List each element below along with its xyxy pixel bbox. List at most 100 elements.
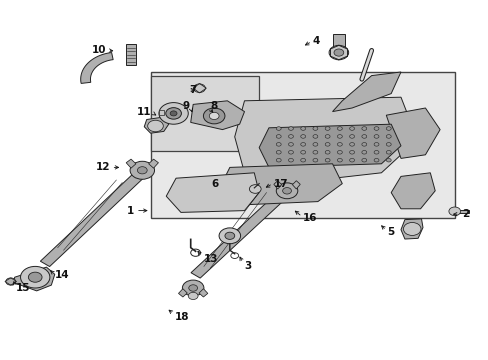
- Circle shape: [276, 158, 281, 162]
- Text: 1: 1: [127, 206, 134, 216]
- Polygon shape: [390, 173, 434, 209]
- Circle shape: [349, 150, 354, 154]
- Circle shape: [300, 143, 305, 146]
- Text: 6: 6: [211, 179, 218, 189]
- Circle shape: [300, 127, 305, 130]
- Polygon shape: [273, 181, 281, 189]
- Circle shape: [325, 127, 329, 130]
- Circle shape: [288, 135, 293, 138]
- Circle shape: [373, 150, 378, 154]
- Circle shape: [276, 150, 281, 154]
- Circle shape: [188, 285, 197, 291]
- Circle shape: [448, 207, 460, 216]
- Polygon shape: [386, 108, 439, 158]
- Circle shape: [288, 127, 293, 130]
- Circle shape: [219, 228, 240, 244]
- Circle shape: [386, 158, 390, 162]
- Circle shape: [403, 222, 420, 235]
- Polygon shape: [14, 267, 55, 291]
- Circle shape: [337, 158, 342, 162]
- Circle shape: [337, 143, 342, 146]
- Circle shape: [325, 150, 329, 154]
- Circle shape: [361, 150, 366, 154]
- Circle shape: [349, 127, 354, 130]
- Circle shape: [300, 135, 305, 138]
- Text: 18: 18: [175, 312, 189, 322]
- Text: 13: 13: [203, 254, 218, 264]
- Circle shape: [170, 111, 177, 116]
- Polygon shape: [400, 219, 422, 239]
- Circle shape: [349, 135, 354, 138]
- Polygon shape: [190, 101, 244, 130]
- Circle shape: [361, 135, 366, 138]
- Circle shape: [386, 135, 390, 138]
- Circle shape: [130, 161, 154, 179]
- Circle shape: [224, 232, 234, 239]
- Circle shape: [165, 108, 181, 119]
- Circle shape: [361, 143, 366, 146]
- Circle shape: [373, 158, 378, 162]
- Circle shape: [276, 135, 281, 138]
- Polygon shape: [81, 53, 113, 84]
- Bar: [150, 76, 259, 151]
- Text: 11: 11: [137, 107, 151, 117]
- Polygon shape: [166, 173, 259, 212]
- Circle shape: [337, 127, 342, 130]
- Text: 7: 7: [189, 85, 197, 95]
- Polygon shape: [148, 159, 158, 168]
- Circle shape: [276, 127, 281, 130]
- Circle shape: [373, 135, 378, 138]
- Circle shape: [276, 183, 297, 199]
- Circle shape: [325, 143, 329, 146]
- Circle shape: [188, 292, 198, 300]
- Circle shape: [361, 158, 366, 162]
- Circle shape: [249, 185, 261, 193]
- Circle shape: [159, 103, 188, 124]
- Text: 5: 5: [386, 227, 394, 237]
- Text: 10: 10: [92, 45, 106, 55]
- Text: 14: 14: [55, 270, 69, 280]
- Text: 17: 17: [273, 179, 288, 189]
- Circle shape: [312, 150, 317, 154]
- Polygon shape: [191, 191, 287, 278]
- Circle shape: [209, 112, 219, 120]
- Circle shape: [373, 143, 378, 146]
- Text: 8: 8: [210, 101, 217, 111]
- Circle shape: [373, 127, 378, 130]
- Bar: [150, 72, 454, 218]
- Circle shape: [312, 158, 317, 162]
- Circle shape: [276, 143, 281, 146]
- Polygon shape: [292, 181, 300, 189]
- Polygon shape: [234, 97, 410, 180]
- Text: 4: 4: [312, 36, 320, 46]
- Circle shape: [337, 135, 342, 138]
- Circle shape: [312, 135, 317, 138]
- Circle shape: [312, 143, 317, 146]
- Text: 16: 16: [303, 213, 317, 223]
- Circle shape: [203, 108, 224, 124]
- Polygon shape: [199, 289, 207, 297]
- Polygon shape: [178, 289, 187, 297]
- Circle shape: [6, 278, 16, 285]
- Circle shape: [288, 150, 293, 154]
- Circle shape: [312, 127, 317, 130]
- Circle shape: [182, 280, 203, 296]
- Circle shape: [386, 127, 390, 130]
- Circle shape: [193, 84, 205, 93]
- Polygon shape: [259, 124, 400, 167]
- Circle shape: [349, 158, 354, 162]
- Circle shape: [386, 143, 390, 146]
- Polygon shape: [456, 210, 468, 213]
- Circle shape: [28, 272, 42, 282]
- Text: 12: 12: [95, 162, 110, 172]
- Circle shape: [288, 158, 293, 162]
- Circle shape: [282, 188, 291, 194]
- Circle shape: [349, 143, 354, 146]
- Polygon shape: [159, 110, 164, 115]
- Circle shape: [333, 49, 343, 56]
- Text: 9: 9: [182, 101, 189, 111]
- Circle shape: [328, 45, 348, 60]
- Circle shape: [147, 120, 163, 132]
- Polygon shape: [126, 159, 136, 168]
- Circle shape: [300, 150, 305, 154]
